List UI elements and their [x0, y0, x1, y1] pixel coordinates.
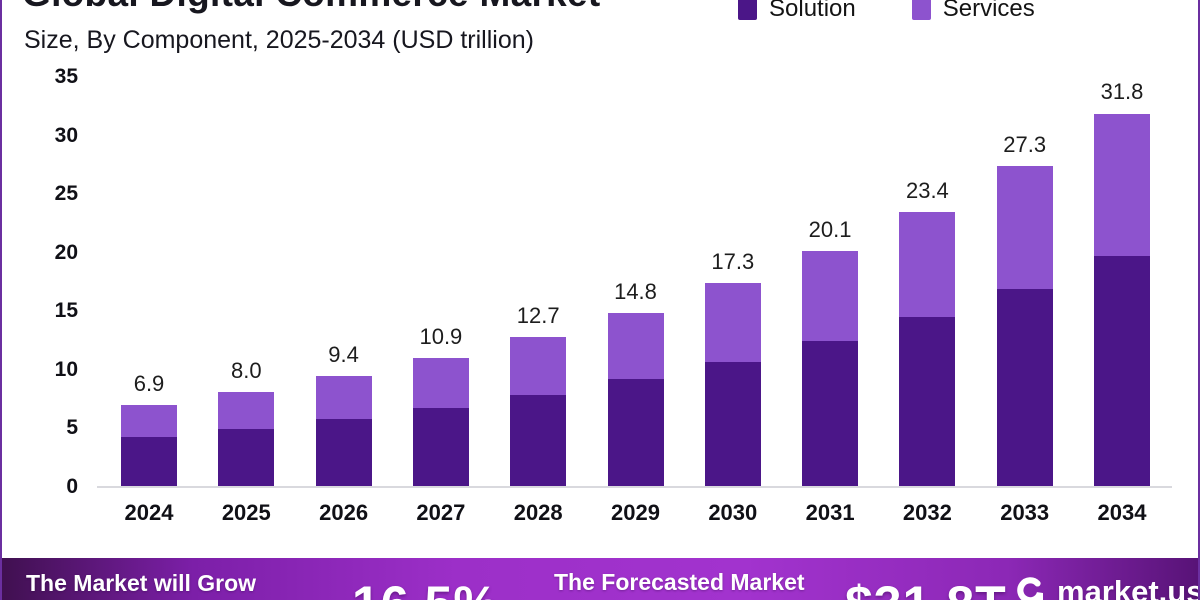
bar-total-label-2031: 20.1: [808, 216, 852, 242]
bar-group-2024: [121, 405, 177, 486]
bar-total-label-2030: 17.3: [711, 249, 755, 275]
bar-segment-solution-2026: [315, 419, 372, 486]
y-tick-label-30: 30: [54, 123, 78, 147]
growth-label: The Market will Grow: [26, 570, 257, 596]
legend: Solution Services: [738, 0, 1035, 23]
stacked-bar-chart: 0 5 10 15 20 25 30 35 6.9 2024 8.0 2025 9.4 2026 10.9 2…: [2, 0, 1200, 558]
y-tick-label-10: 10: [54, 357, 78, 381]
x-axis-label-2030: 2030: [708, 500, 758, 525]
growth-value: 16.5%: [352, 575, 499, 600]
bar-total-label-2033: 27.3: [1003, 132, 1047, 158]
bar-segment-services-2028: [510, 337, 567, 395]
bar-segment-services-2033: [996, 166, 1053, 290]
bar-segment-solution-2032: [899, 317, 956, 486]
bar-segment-services-2027: [412, 358, 469, 408]
bar-segment-services-2030: [704, 283, 761, 362]
bar-segment-solution-2024: [121, 436, 177, 486]
bar-total-label-2029: 14.8: [614, 278, 657, 304]
y-tick-label-20: 20: [54, 240, 78, 264]
x-axis-label-2029: 2029: [611, 500, 660, 525]
bar-segment-solution-2034: [1094, 256, 1150, 486]
legend-label: Solution: [769, 0, 856, 22]
bar-segment-services-2031: [802, 250, 859, 341]
bar-segment-services-2026: [315, 375, 372, 420]
bar-total-label-2027: 10.9: [419, 324, 463, 350]
x-axis-label-2024: 2024: [124, 500, 174, 525]
bar-group-2031: [802, 250, 859, 486]
bar-group-2032: [899, 211, 956, 486]
bar-group-2030: [704, 283, 761, 486]
bar-segment-solution-2028: [510, 394, 567, 486]
bar-segment-solution-2029: [607, 379, 664, 486]
bar-total-label-2024: 6.9: [133, 371, 165, 397]
legend-swatch-services: [911, 0, 931, 20]
legend-swatch-solution: [738, 0, 757, 20]
forecast-value: $31.8T: [845, 575, 1007, 600]
bar-group-2029: [607, 312, 664, 486]
brand-name: market.us: [1057, 574, 1198, 600]
y-tick-label-25: 25: [54, 182, 78, 206]
x-axis-label-2032: 2032: [902, 500, 952, 525]
page-title-clip: Global Digital Commerce Market: [22, 0, 742, 15]
bar-group-2034: [1094, 113, 1150, 486]
x-axis-label-2026: 2026: [319, 500, 369, 525]
bar-group-2028: [510, 337, 567, 486]
y-tick-label-5: 5: [66, 416, 78, 440]
y-tick-label-35: 35: [54, 65, 78, 88]
bar-total-label-2026: 9.4: [328, 341, 359, 367]
bar-total-label-2032: 23.4: [905, 177, 949, 203]
x-axis-baseline: [97, 486, 1172, 488]
forecast-label: The Forecasted Market: [554, 569, 805, 595]
bar-group-2025: [218, 392, 275, 486]
page-title: Global Digital Commerce Market: [22, 0, 742, 15]
bar-group-2027: [412, 358, 469, 486]
y-tick-label-15: 15: [54, 299, 78, 323]
bar-segment-services-2034: [1094, 113, 1150, 257]
bar-total-label-2034: 31.8: [1100, 79, 1144, 105]
plot-area: [97, 78, 1172, 488]
bar-segment-solution-2033: [996, 289, 1053, 486]
bar-segment-solution-2031: [802, 340, 859, 486]
x-axis-label-2027: 2027: [416, 500, 466, 525]
x-axis-label-2034: 2034: [1097, 500, 1147, 525]
x-axis-label-2028: 2028: [513, 500, 563, 525]
legend-item-services: Services: [911, 0, 1035, 23]
bar-segment-services-2032: [899, 211, 956, 318]
bar-segment-services-2025: [218, 392, 275, 429]
market-us-logo-icon: [1017, 577, 1044, 600]
bar-segment-services-2029: [607, 312, 664, 380]
legend-item-solution: Solution: [738, 0, 856, 23]
x-axis-label-2025: 2025: [221, 500, 271, 525]
market-us-logo: market.us: [1010, 573, 1198, 600]
x-axis-label-2033: 2033: [1000, 500, 1050, 525]
page-subtitle: Size, By Component, 2025-2034 (USD trill…: [24, 26, 534, 54]
y-tick-label-0: 0: [66, 475, 78, 498]
x-axis-label-2031: 2031: [805, 500, 855, 525]
bar-total-label-2028: 12.7: [516, 303, 560, 329]
bar-group-2026: [315, 375, 372, 486]
bar-segment-solution-2030: [704, 361, 761, 486]
bar-segment-solution-2025: [218, 428, 275, 486]
footer-banner: The Market will Grow 16.5% The Forecaste…: [2, 558, 1198, 600]
bar-total-label-2025: 8.0: [231, 358, 262, 384]
legend-label: Services: [942, 0, 1035, 22]
bar-group-2033: [996, 166, 1053, 486]
bar-segment-services-2024: [121, 405, 177, 437]
bar-segment-solution-2027: [412, 407, 469, 486]
